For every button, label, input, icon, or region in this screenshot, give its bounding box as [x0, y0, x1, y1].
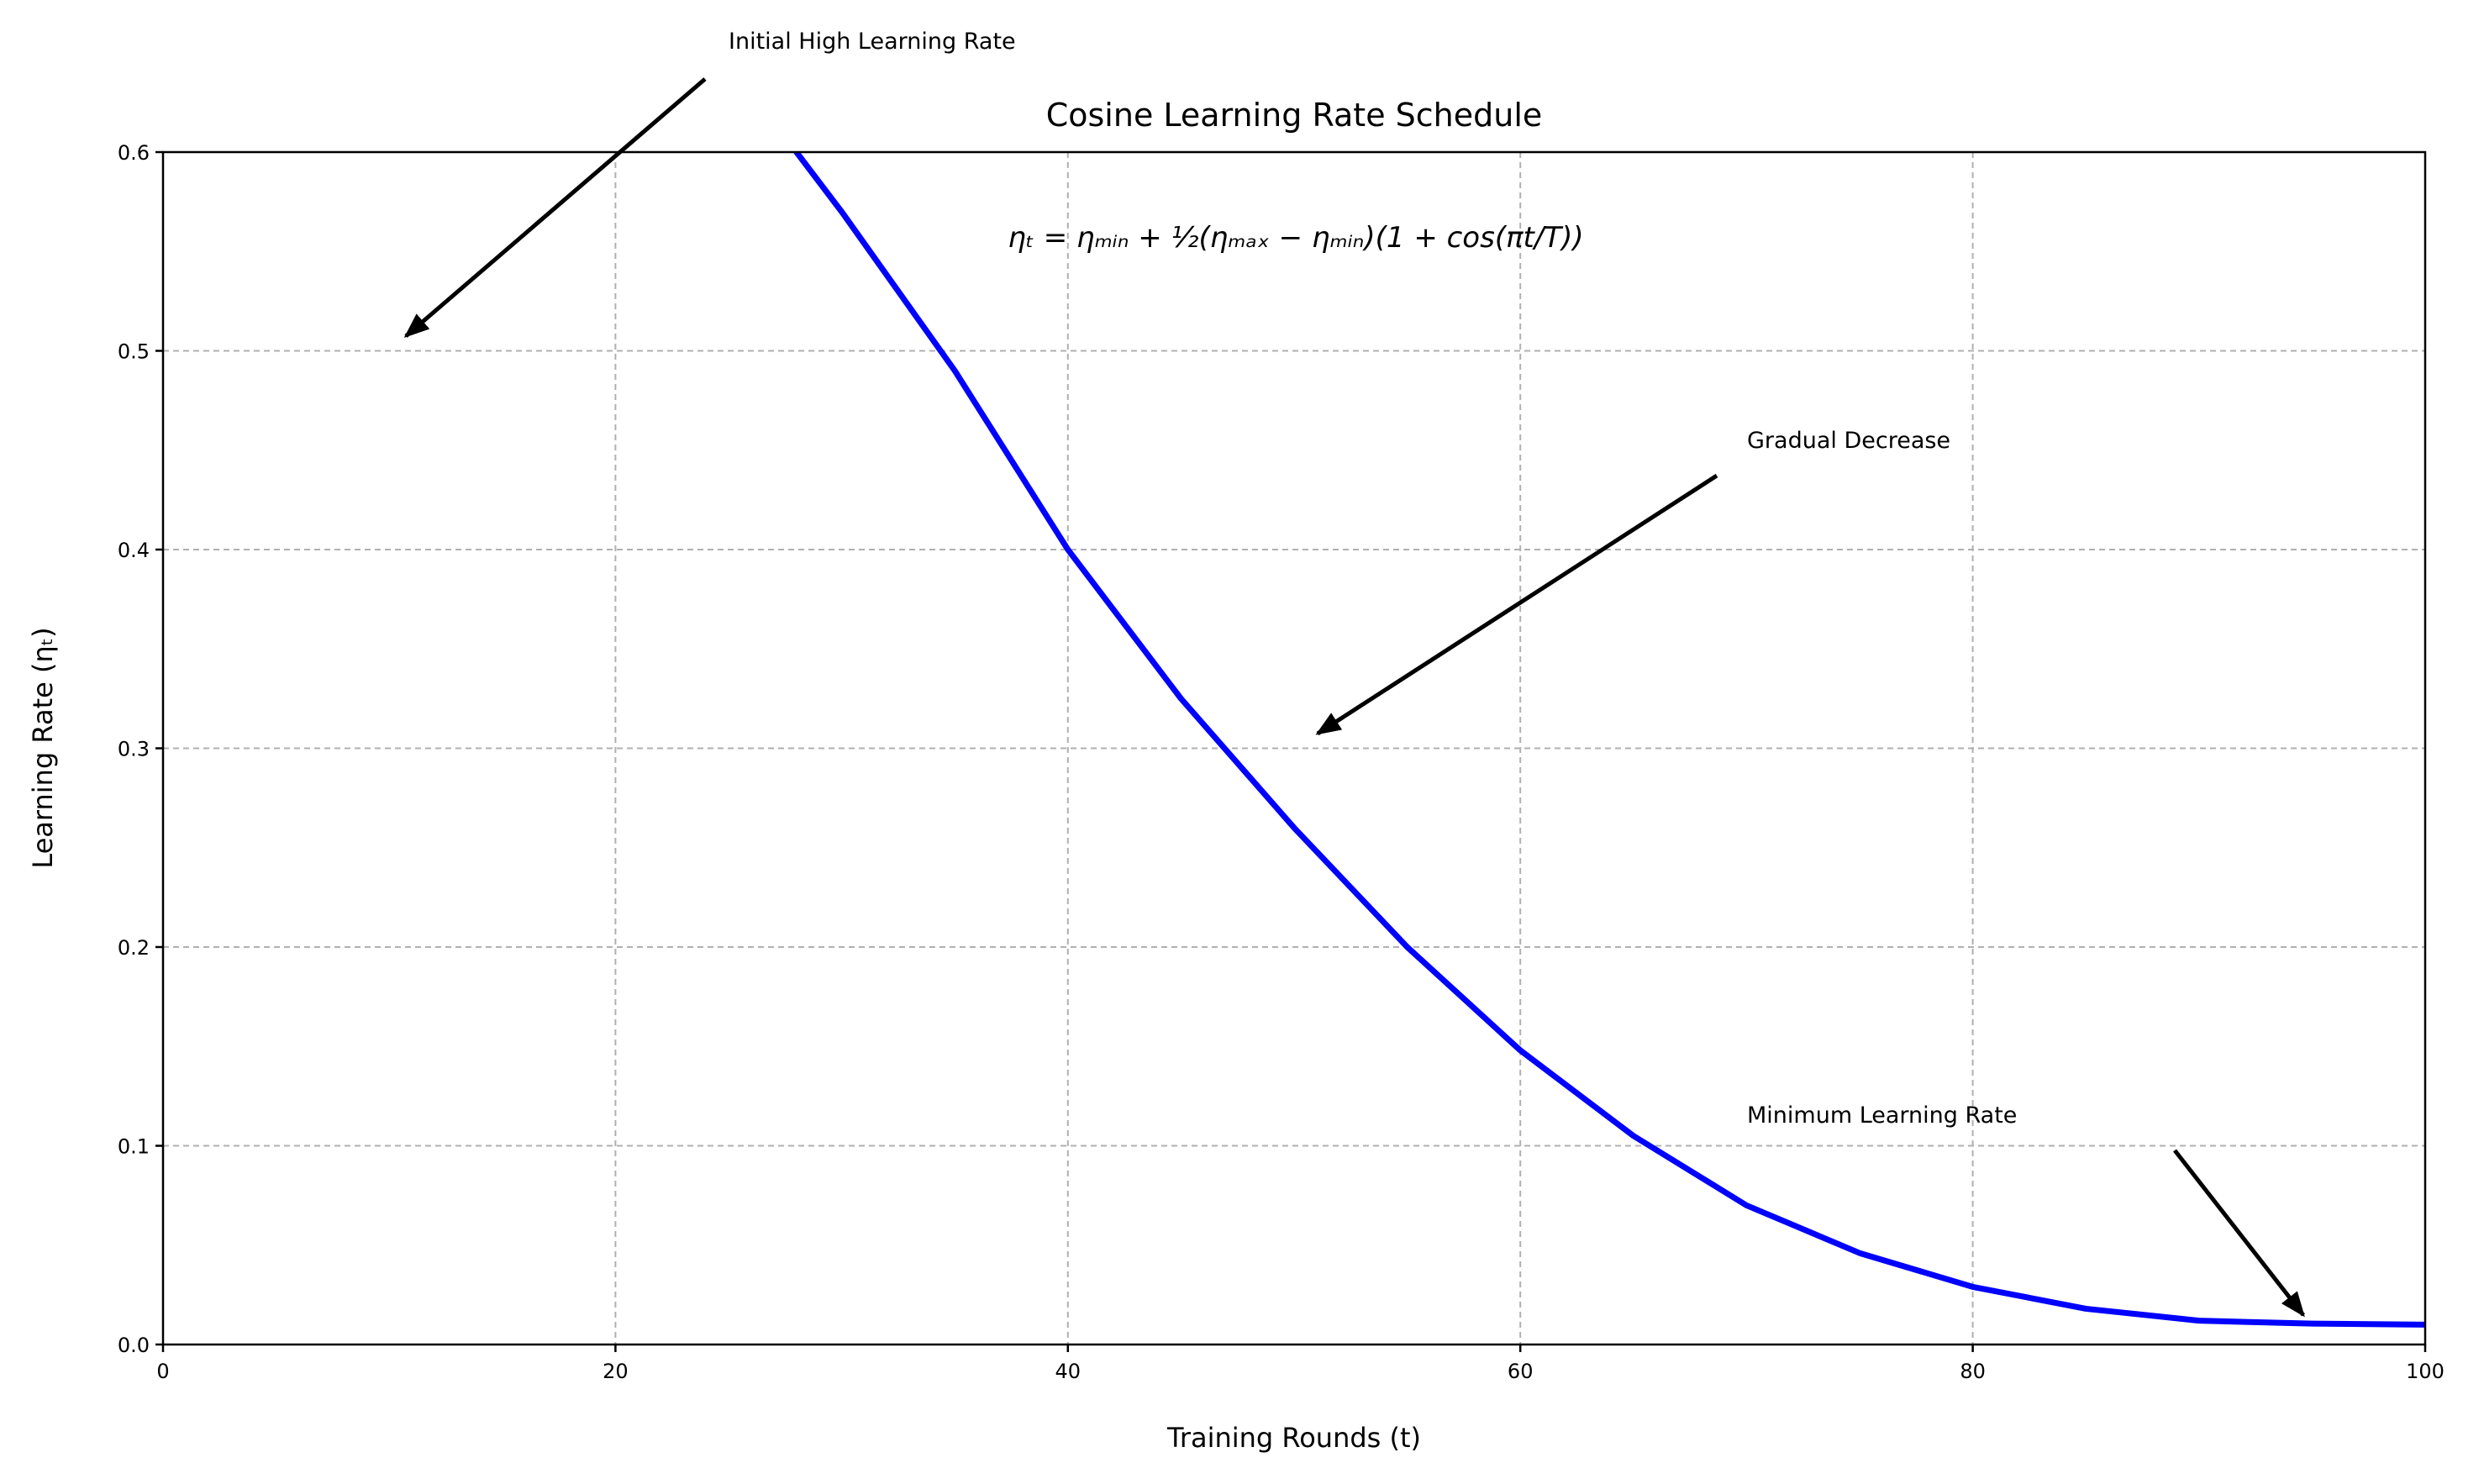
plot-area: [793, 152, 2425, 1328]
y-tick-label: 0.6: [118, 141, 150, 165]
x-tick-label: 80: [1960, 1360, 1986, 1383]
y-tick-label: 0.0: [118, 1334, 150, 1357]
y-tick-label: 0.4: [118, 539, 150, 562]
y-tick-label: 0.5: [118, 340, 150, 364]
y-tick-label: 0.3: [118, 738, 150, 761]
x-tick-label: 0: [156, 1360, 169, 1383]
x-tick-label: 100: [2406, 1360, 2445, 1383]
x-tick-label: 40: [1055, 1360, 1081, 1383]
y-axis-label: Learning Rate (ηₜ): [27, 627, 59, 868]
annotation: Initial High Learning Rate: [729, 29, 1016, 55]
chart-title: Cosine Learning Rate Schedule: [1046, 97, 1543, 134]
annotation: Minimum Learning Rate: [1747, 1102, 2017, 1129]
annotation-arrow: [1315, 473, 1718, 736]
y-tick-label: 0.2: [118, 936, 150, 960]
x-tick-label: 20: [603, 1360, 629, 1383]
line-series: [793, 152, 2425, 1328]
x-axis-label: Training Rounds (t): [1166, 1422, 1421, 1454]
annotation-arrow: [2173, 1149, 2305, 1318]
formula: ηₜ = ηₘᵢₙ + ½(ηₘₐₓ − ηₘᵢₙ)(1 + cos(πt/T)…: [1008, 221, 1583, 255]
x-tick-label: 60: [1508, 1360, 1534, 1383]
annotation-arrow: [403, 77, 707, 338]
y-tick-label: 0.1: [118, 1135, 150, 1159]
annotation: Gradual Decrease: [1747, 428, 1950, 454]
